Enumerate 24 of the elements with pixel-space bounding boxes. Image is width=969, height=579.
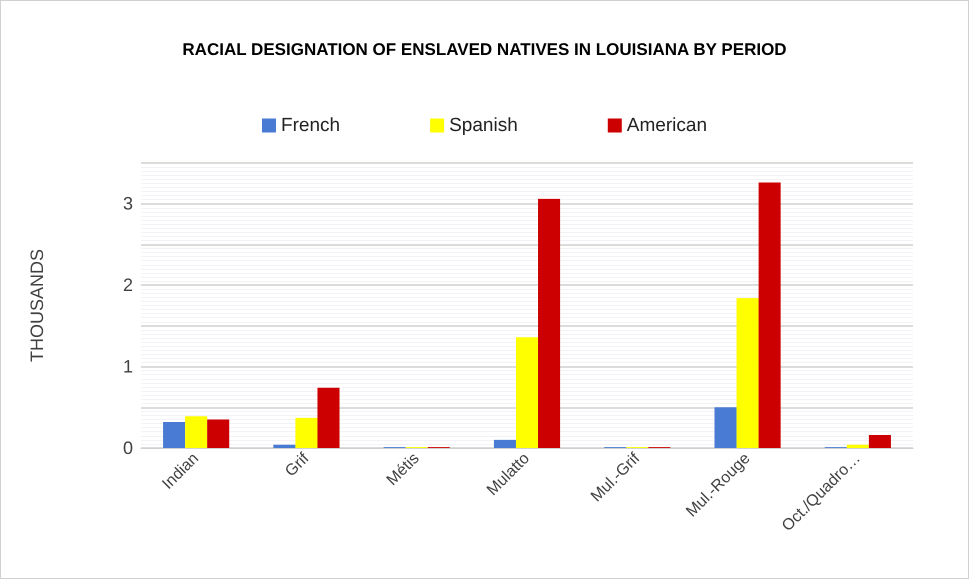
bar [516,337,538,448]
bar [868,434,891,448]
chart-title: RACIAL DESIGNATION OF ENSLAVED NATIVES IN LOUISIANA BY PERIOD [182,40,787,59]
y-tick-label: 1 [122,356,133,377]
bar [317,388,340,448]
legend-label: American [626,115,708,136]
bar [207,420,230,448]
y-tick-label: 2 [122,275,133,296]
bar [736,298,759,448]
bar [295,418,318,448]
bar [714,407,737,448]
legend-label: Spanish [449,115,518,136]
bar [185,416,208,448]
y-tick-label: 0 [122,438,133,458]
bar [538,198,560,448]
x-tick-label: Grif [282,450,313,480]
legend-label: French [280,115,340,136]
y-tick-label: 3 [122,194,133,214]
y-axis-title: THOUSANDS [27,248,47,362]
bar [273,444,296,448]
bar [163,422,186,448]
bar [494,440,516,448]
bar [758,182,781,448]
bar [846,444,869,448]
